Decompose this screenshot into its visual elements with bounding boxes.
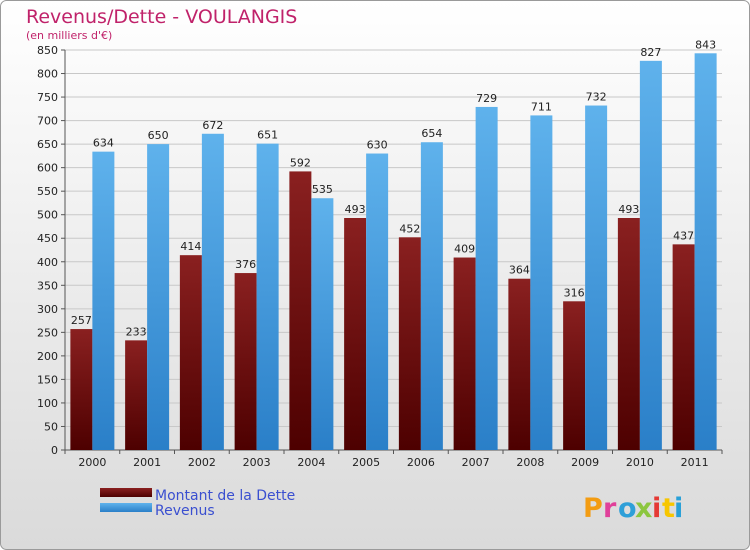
x-tick-label: 2011 bbox=[681, 456, 709, 469]
bar-debt-label: 493 bbox=[345, 203, 366, 216]
bar-debt bbox=[453, 257, 476, 450]
bar-debt-label: 493 bbox=[618, 203, 639, 216]
y-tick-label: 0 bbox=[51, 444, 58, 457]
y-tick-label: 250 bbox=[37, 326, 58, 339]
logo-letter: P bbox=[583, 493, 603, 524]
y-tick-label: 350 bbox=[37, 279, 58, 292]
y-tick-label: 650 bbox=[37, 138, 58, 151]
bar-debt-label: 316 bbox=[564, 286, 585, 299]
bar-revenus-label: 634 bbox=[93, 137, 114, 150]
legend-label-debt: Montant de la Dette bbox=[155, 488, 295, 504]
logo-letter: i bbox=[652, 493, 661, 524]
bar-revenus-label: 827 bbox=[640, 46, 661, 59]
bar-revenus bbox=[530, 115, 553, 450]
logo-letter: o bbox=[618, 493, 637, 524]
y-tick-label: 500 bbox=[37, 209, 58, 222]
bar-revenus bbox=[694, 53, 717, 450]
bar-revenus bbox=[639, 60, 662, 451]
x-tick-label: 2008 bbox=[516, 456, 544, 469]
y-tick-label: 600 bbox=[37, 162, 58, 175]
chart-title: Revenus/Dette - VOULANGIS bbox=[26, 6, 297, 28]
bar-revenus bbox=[475, 106, 498, 451]
bar-debt-label: 257 bbox=[71, 314, 92, 327]
bar-debt bbox=[179, 255, 202, 450]
bar-debt bbox=[234, 273, 257, 450]
bar-revenus-label: 654 bbox=[421, 127, 442, 140]
bar-debt-label: 364 bbox=[509, 264, 530, 277]
bars bbox=[70, 53, 717, 451]
bar-debt bbox=[70, 329, 93, 450]
x-tick-label: 2004 bbox=[297, 456, 325, 469]
bar-debt-label: 452 bbox=[399, 222, 420, 235]
y-tick-label: 800 bbox=[37, 68, 58, 81]
x-tick-label: 2007 bbox=[462, 456, 490, 469]
bar-revenus bbox=[256, 143, 279, 450]
bar-debt-label: 437 bbox=[673, 229, 694, 242]
y-tick-label: 750 bbox=[37, 91, 58, 104]
logo-letter: x bbox=[635, 493, 652, 524]
bar-debt bbox=[617, 218, 640, 450]
bar-debt-label: 376 bbox=[235, 258, 256, 271]
legend-label-revenus: Revenus bbox=[155, 503, 215, 519]
bar-debt bbox=[398, 237, 421, 450]
bar-debt bbox=[344, 218, 367, 450]
y-tick-label: 300 bbox=[37, 303, 58, 316]
bar-revenus-label: 729 bbox=[476, 92, 497, 105]
legend-swatch-revenus bbox=[100, 503, 152, 512]
data-labels: 257 634 233 650 414 672 376 651 592 535 493 630 452 6… bbox=[71, 38, 716, 338]
bar-revenus bbox=[311, 198, 334, 450]
chart-subtitle: (en milliers d'€) bbox=[26, 29, 112, 42]
bar-revenus bbox=[147, 144, 170, 450]
bar-revenus-label: 711 bbox=[531, 100, 552, 113]
bar-revenus-label: 672 bbox=[202, 119, 223, 132]
bar-debt bbox=[672, 244, 695, 450]
legend: Montant de la Dette Revenus bbox=[100, 488, 295, 519]
y-tick-label: 150 bbox=[37, 373, 58, 386]
y-tick-label: 400 bbox=[37, 256, 58, 269]
bar-revenus-label: 732 bbox=[586, 91, 607, 104]
bar-debt-label: 233 bbox=[126, 325, 147, 338]
grid bbox=[65, 49, 722, 451]
logo-letter: i bbox=[674, 493, 683, 524]
bar-debt bbox=[289, 171, 312, 451]
x-tick-label: 2002 bbox=[188, 456, 216, 469]
y-tick-label: 100 bbox=[37, 397, 58, 410]
bar-debt-label: 409 bbox=[454, 243, 475, 256]
bar-revenus bbox=[201, 133, 224, 450]
x-tick-label: 2006 bbox=[407, 456, 435, 469]
x-tick-label: 2005 bbox=[352, 456, 380, 469]
bar-revenus-label: 535 bbox=[312, 183, 333, 196]
y-tick-label: 550 bbox=[37, 185, 58, 198]
x-tick-label: 2001 bbox=[133, 456, 161, 469]
logo-letter: r bbox=[603, 493, 617, 524]
bar-debt bbox=[508, 278, 531, 450]
y-tick-label: 850 bbox=[37, 44, 58, 57]
y-tick-label: 700 bbox=[37, 115, 58, 128]
bar-revenus-label: 651 bbox=[257, 129, 278, 142]
legend-swatch-debt bbox=[100, 488, 152, 497]
y-tick-label: 450 bbox=[37, 232, 58, 245]
bar-revenus bbox=[420, 142, 443, 450]
bar-revenus-label: 843 bbox=[695, 38, 716, 51]
logo-letter: t bbox=[662, 493, 675, 524]
x-tick-label: 2003 bbox=[243, 456, 271, 469]
bar-debt-label: 414 bbox=[180, 240, 201, 253]
x-tick-label: 2009 bbox=[571, 456, 599, 469]
y-tick-label: 50 bbox=[44, 420, 58, 433]
y-tick-label: 200 bbox=[37, 350, 58, 363]
bar-debt bbox=[563, 301, 586, 450]
axes: 0 50 100 150 200 250 300 350 400 450 500 550 600 650 7… bbox=[37, 44, 723, 469]
x-tick-label: 2000 bbox=[78, 456, 106, 469]
bar-debt bbox=[125, 340, 148, 450]
bar-revenus bbox=[366, 153, 389, 450]
x-tick-label: 2010 bbox=[626, 456, 654, 469]
bar-debt-label: 592 bbox=[290, 156, 311, 169]
bar-revenus-label: 650 bbox=[148, 129, 169, 142]
bar-revenus bbox=[585, 105, 608, 450]
bar-revenus-label: 630 bbox=[367, 139, 388, 152]
bar-revenus bbox=[92, 151, 115, 450]
